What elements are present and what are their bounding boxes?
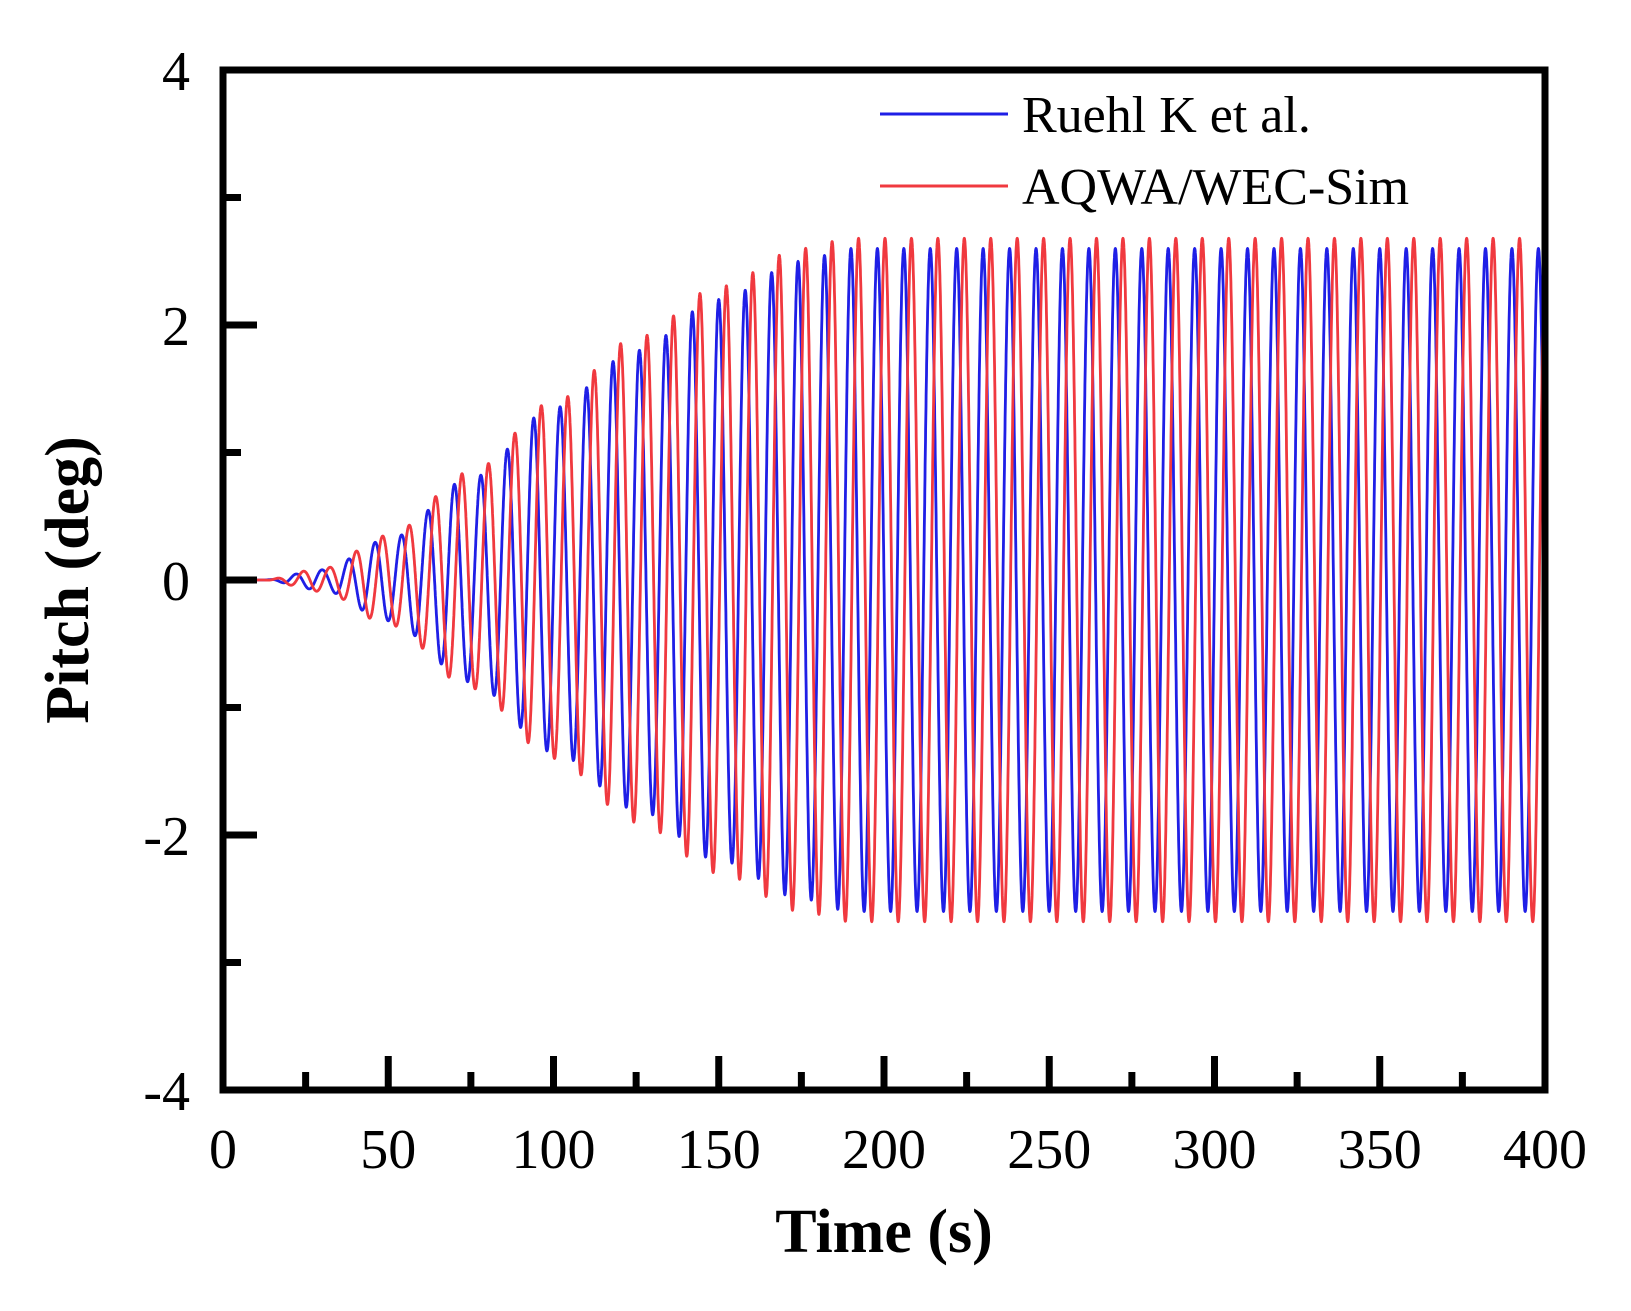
legend-label-ruehl: Ruehl K et al.: [1022, 87, 1311, 144]
y-tick-label: 0: [162, 551, 190, 613]
x-tick-label: 250: [1007, 1119, 1091, 1181]
y-tick-label: -4: [143, 1061, 190, 1123]
ticks-layer: [219, 66, 1549, 1094]
x-tick-label: 100: [512, 1119, 596, 1181]
y-tick-label: -2: [143, 806, 190, 868]
y-tick-label: 2: [162, 296, 190, 358]
labels-layer: 0 50 100 150 200 250 300 350 400 -4 -2 0 2 4: [143, 41, 1587, 1181]
x-tick-label: 350: [1338, 1119, 1422, 1181]
x-tick-label: 300: [1173, 1119, 1257, 1181]
x-tick-label: 150: [677, 1119, 761, 1181]
y-tick-label: 4: [162, 41, 190, 103]
x-tick-label: 50: [360, 1119, 416, 1181]
series-layer: [223, 236, 1546, 924]
series-line-0: [223, 247, 1546, 913]
x-tick-label: 0: [209, 1119, 237, 1181]
x-tick-label: 200: [842, 1119, 926, 1181]
y-axis-title: Pitch (deg): [34, 436, 102, 724]
series-line-1: [223, 236, 1546, 924]
legend-label-aqwa: AQWA/WEC-Sim: [1022, 159, 1409, 216]
legend: Ruehl K et al. AQWA/WEC-Sim: [880, 87, 1409, 216]
x-axis-title: Time (s): [775, 1198, 993, 1266]
x-tick-label: 400: [1503, 1119, 1587, 1181]
